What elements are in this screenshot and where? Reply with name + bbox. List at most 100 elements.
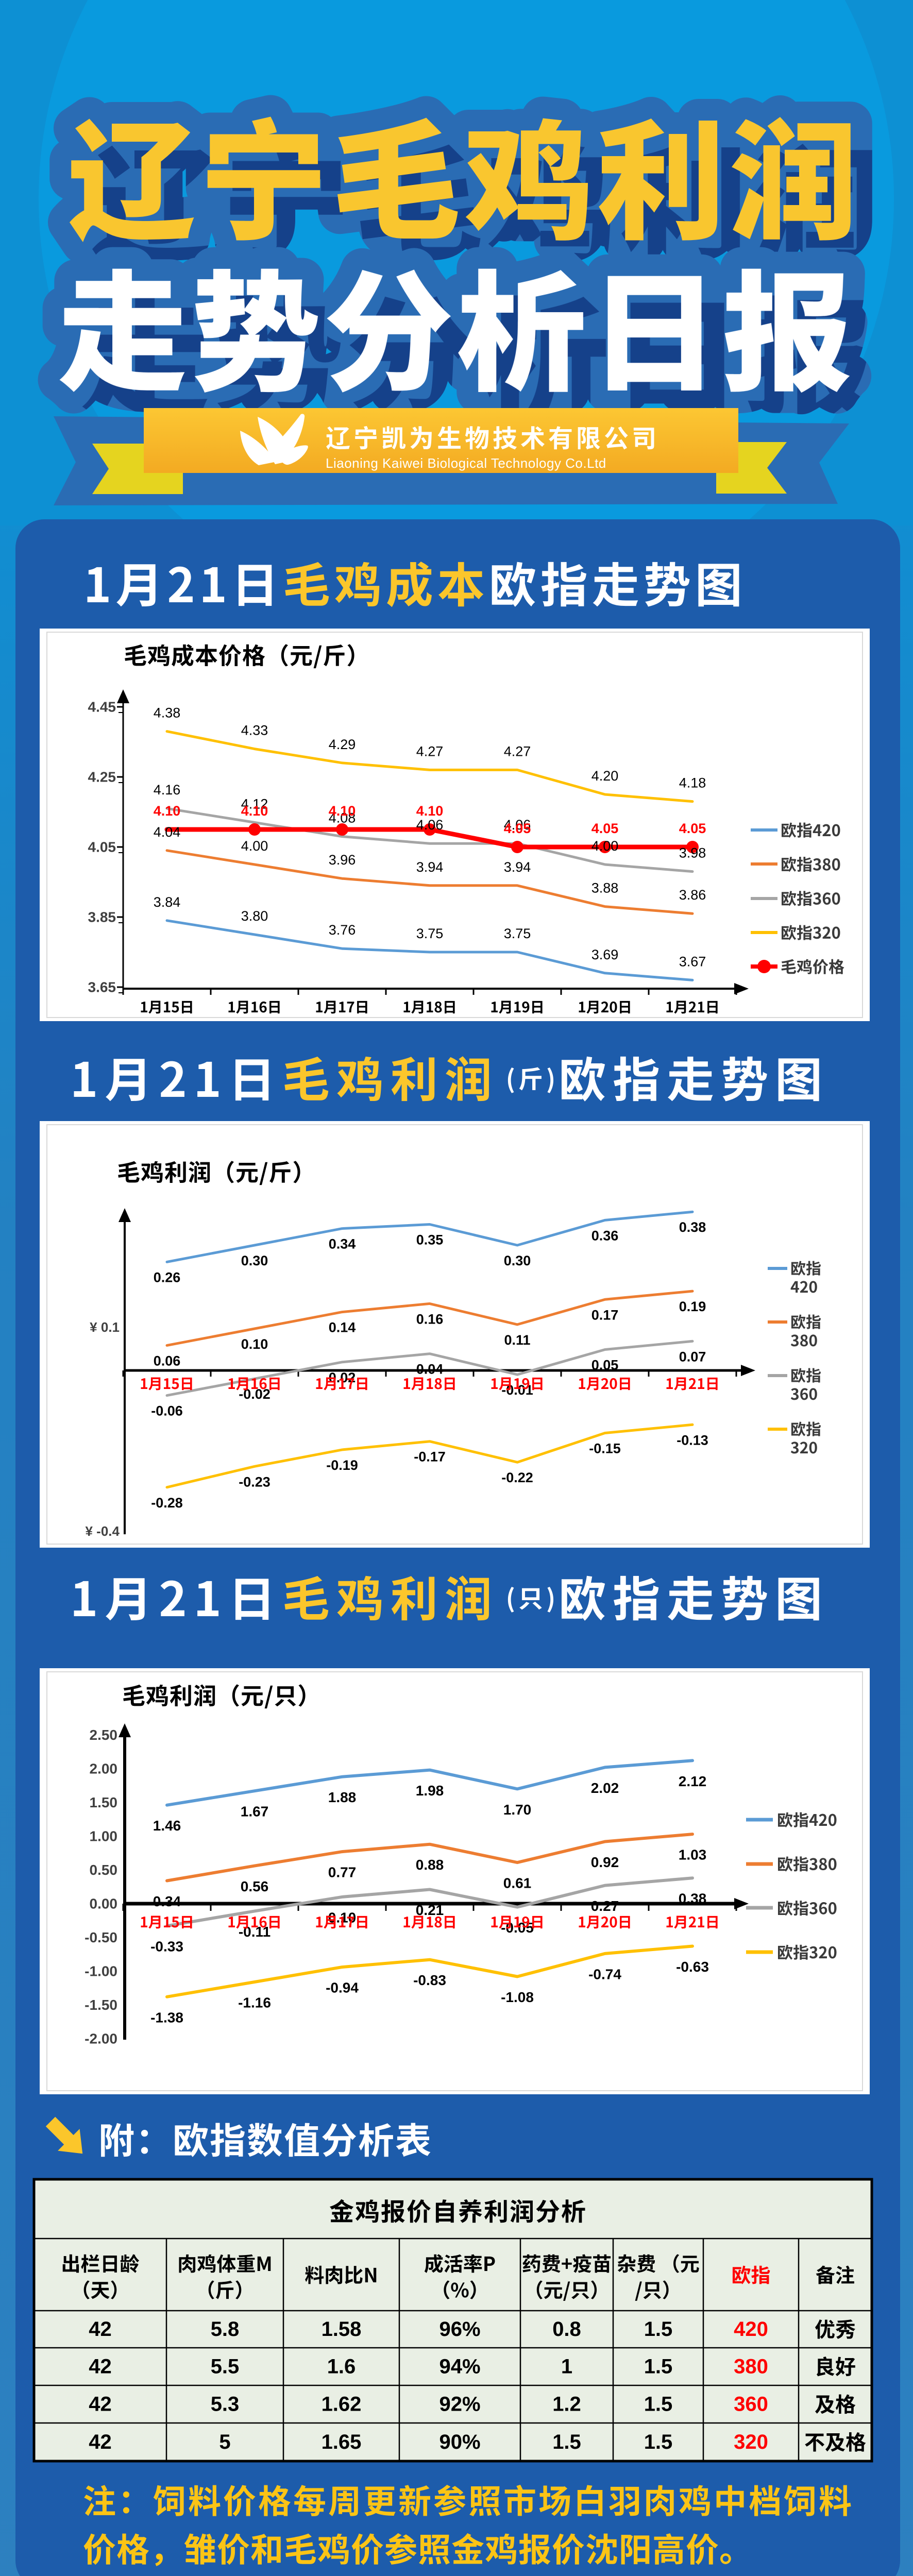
svg-text:1.2: 1.2 (552, 2393, 581, 2416)
svg-text:0.30: 0.30 (504, 1253, 531, 1268)
svg-text:4.29: 4.29 (329, 737, 356, 752)
svg-text:-0.17: -0.17 (414, 1449, 446, 1465)
svg-text:4.10: 4.10 (241, 803, 268, 819)
svg-text:0.00: 0.00 (90, 1896, 118, 1912)
svg-text:0.61: 0.61 (503, 1875, 532, 1891)
svg-text:0.21: 0.21 (416, 1902, 444, 1918)
svg-text:0.27: 0.27 (591, 1898, 619, 1914)
svg-text:1.98: 1.98 (416, 1783, 444, 1799)
svg-text:1.62: 1.62 (322, 2393, 362, 2416)
svg-text:4.20: 4.20 (591, 768, 619, 784)
svg-text:1.00: 1.00 (90, 1828, 118, 1844)
svg-text:380: 380 (734, 2355, 768, 2378)
svg-text:-0.23: -0.23 (239, 1474, 270, 1489)
svg-text:4.16: 4.16 (154, 782, 181, 798)
svg-text:4.33: 4.33 (241, 723, 268, 738)
svg-text:5.3: 5.3 (211, 2393, 240, 2416)
svg-text:1.5: 1.5 (644, 2393, 673, 2416)
svg-text:3.84: 3.84 (154, 894, 181, 910)
svg-text:3.85: 3.85 (88, 909, 116, 925)
svg-text:-0.22: -0.22 (501, 1470, 533, 1485)
svg-text:0.14: 0.14 (329, 1320, 356, 1335)
svg-text:-0.33: -0.33 (150, 1939, 183, 1955)
svg-text:0.34: 0.34 (329, 1236, 356, 1252)
svg-text:-2.00: -2.00 (84, 2031, 117, 2047)
svg-text:3.76: 3.76 (329, 922, 356, 938)
svg-text:3.88: 3.88 (591, 880, 619, 896)
svg-text:5.5: 5.5 (211, 2355, 240, 2378)
svg-text:0.04: 0.04 (416, 1362, 444, 1377)
svg-text:1.5: 1.5 (644, 2355, 673, 2378)
svg-text:0.34: 0.34 (153, 1893, 181, 1909)
svg-text:1.5: 1.5 (552, 2431, 581, 2453)
svg-text:3.96: 3.96 (329, 852, 356, 868)
svg-text:4.25: 4.25 (88, 769, 116, 785)
svg-text:1.70: 1.70 (503, 1802, 532, 1818)
svg-text:Liaoning Kaiwei Biological Tec: Liaoning Kaiwei Biological Technology Co… (326, 455, 606, 471)
svg-text:0.38: 0.38 (679, 1219, 706, 1235)
svg-text:0.16: 0.16 (416, 1311, 444, 1327)
svg-text:3.67: 3.67 (679, 954, 706, 969)
svg-text:2.02: 2.02 (591, 1780, 619, 1796)
svg-text:0.17: 0.17 (591, 1307, 619, 1323)
svg-text:1.88: 1.88 (328, 1789, 357, 1805)
svg-text:2.50: 2.50 (90, 1727, 118, 1743)
svg-text:0.30: 0.30 (241, 1253, 268, 1268)
svg-text:3.65: 3.65 (88, 979, 116, 995)
svg-text:0.88: 0.88 (416, 1857, 444, 1873)
svg-text:4.05: 4.05 (504, 821, 531, 836)
svg-text:320: 320 (734, 2431, 768, 2453)
svg-text:-1.38: -1.38 (150, 2009, 183, 2025)
svg-text:0.19: 0.19 (679, 1299, 706, 1314)
svg-text:0.38: 0.38 (679, 1891, 707, 1907)
svg-text:4.05: 4.05 (591, 821, 619, 836)
svg-text:0.8: 0.8 (552, 2318, 581, 2341)
svg-text:0.06: 0.06 (154, 1353, 181, 1368)
svg-text:-1.50: -1.50 (84, 1997, 117, 2013)
svg-text:42: 42 (89, 2355, 112, 2378)
svg-text:-1.00: -1.00 (84, 1963, 117, 1979)
svg-text:-0.06: -0.06 (151, 1403, 183, 1419)
svg-text:90%: 90% (439, 2431, 480, 2453)
svg-text:42: 42 (89, 2393, 112, 2416)
svg-text:1.5: 1.5 (644, 2431, 673, 2453)
svg-text:0.77: 0.77 (328, 1865, 357, 1880)
svg-text:4.08: 4.08 (329, 810, 356, 826)
svg-text:1.5: 1.5 (644, 2318, 673, 2341)
svg-text:4.27: 4.27 (504, 743, 531, 759)
svg-text:4.06: 4.06 (504, 817, 531, 833)
svg-text:5: 5 (219, 2431, 230, 2453)
svg-text:4.10: 4.10 (416, 803, 444, 819)
svg-text:3.94: 3.94 (504, 859, 531, 875)
svg-text:4.05: 4.05 (88, 839, 116, 855)
svg-text:1.58: 1.58 (322, 2318, 362, 2341)
svg-text:0.07: 0.07 (679, 1349, 706, 1364)
svg-text:4.27: 4.27 (416, 743, 444, 759)
svg-text:4.12: 4.12 (241, 796, 268, 811)
svg-text:-0.94: -0.94 (326, 1980, 359, 1996)
svg-text:¥ -0.4: ¥ -0.4 (86, 1523, 120, 1539)
svg-text:4.38: 4.38 (154, 705, 181, 721)
svg-text:3.98: 3.98 (679, 845, 706, 861)
svg-text:-0.50: -0.50 (84, 1929, 117, 1945)
svg-text:3.80: 3.80 (241, 908, 268, 924)
svg-text:-0.83: -0.83 (413, 1972, 446, 1988)
svg-text:4.06: 4.06 (416, 817, 444, 833)
svg-text:1.03: 1.03 (679, 1847, 707, 1863)
svg-text:2.00: 2.00 (90, 1761, 118, 1777)
svg-text:-0.74: -0.74 (588, 1966, 621, 1982)
svg-text:92%: 92% (439, 2393, 480, 2416)
svg-text:4.18: 4.18 (679, 775, 706, 791)
svg-text:42: 42 (89, 2431, 112, 2453)
svg-text:-0.19: -0.19 (326, 1458, 358, 1473)
svg-text:0.35: 0.35 (416, 1232, 444, 1248)
svg-text:0.26: 0.26 (154, 1269, 181, 1285)
svg-text:0.10: 0.10 (241, 1336, 268, 1352)
svg-text:3.75: 3.75 (504, 926, 531, 941)
svg-text:3.69: 3.69 (591, 947, 619, 962)
svg-text:4.00: 4.00 (591, 838, 619, 854)
svg-text:2.12: 2.12 (679, 1773, 707, 1789)
svg-text:-0.28: -0.28 (151, 1495, 183, 1511)
svg-text:4.05: 4.05 (679, 821, 706, 836)
svg-text:0.92: 0.92 (591, 1854, 619, 1870)
